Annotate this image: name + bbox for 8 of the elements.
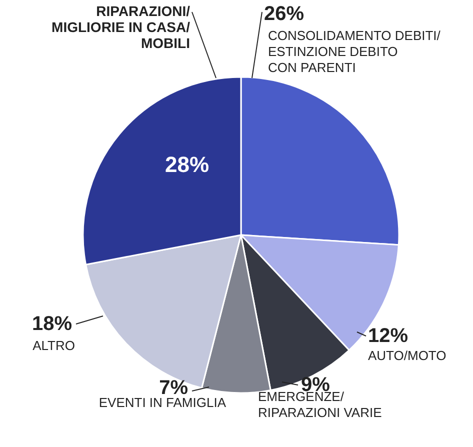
data-label: 18% — [32, 313, 72, 335]
data-label: 12% — [368, 325, 408, 347]
data-label: 28% — [164, 152, 210, 177]
slice-label: AUTO/MOTO — [368, 348, 446, 363]
slice-label: RIPARAZIONI/ MIGLIORIE IN CASA/ MOBILI — [52, 3, 190, 51]
slice-label: CONSOLIDAMENTO DEBITI/ ESTINZIONE DEBITO CON PARENTI — [268, 28, 441, 75]
data-label: 26% — [264, 3, 304, 25]
slice-label: ALTRO — [32, 338, 75, 353]
